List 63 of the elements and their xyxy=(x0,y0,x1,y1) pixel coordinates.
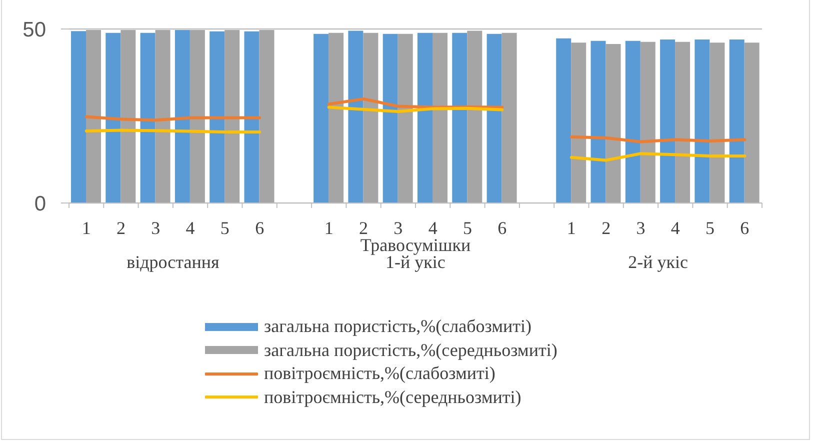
bar xyxy=(432,32,448,203)
bar xyxy=(675,42,690,203)
x-tick-label: 1 xyxy=(82,218,91,238)
x-tick-label: 2 xyxy=(116,218,126,238)
legend-label: повітроємність,%(середньозмиті) xyxy=(264,386,522,408)
bar xyxy=(556,38,572,203)
x-tick-label: 2 xyxy=(602,218,611,238)
bar xyxy=(694,39,710,203)
bar xyxy=(452,32,468,203)
bar xyxy=(120,30,136,203)
legend-label: загальна пористість,%(слабозмиті) xyxy=(264,316,532,338)
bar xyxy=(744,42,760,203)
y-tick-label: 0 xyxy=(34,192,46,216)
bar xyxy=(363,32,378,203)
bar xyxy=(418,32,432,203)
bar xyxy=(502,32,517,203)
bar xyxy=(398,34,413,203)
x-tick-label: 6 xyxy=(740,218,750,238)
x-tick-label: 5 xyxy=(706,218,715,238)
bar xyxy=(314,34,329,203)
bar xyxy=(571,42,586,203)
bar xyxy=(86,30,101,203)
x-tick-label: 5 xyxy=(462,218,472,238)
text: відростання xyxy=(126,252,220,272)
bar xyxy=(328,32,344,203)
x-axis-title: Травосумішки xyxy=(360,235,471,255)
x-tick-label: 3 xyxy=(394,218,403,238)
x-tick-label: 4 xyxy=(186,218,195,238)
bar xyxy=(244,31,260,203)
y-tick-label: 50 xyxy=(22,18,46,42)
x-tick-label: 4 xyxy=(670,218,680,238)
x-tick-label: 3 xyxy=(151,218,160,238)
bar xyxy=(259,30,274,203)
x-tick-label: 4 xyxy=(428,218,438,238)
bar xyxy=(382,34,398,203)
bar xyxy=(106,32,121,203)
bar xyxy=(348,30,364,203)
legend-label: повітроємність,%(слабозмиті) xyxy=(264,363,496,384)
bar xyxy=(190,30,205,203)
bar xyxy=(174,30,190,203)
bar xyxy=(729,39,744,203)
bar xyxy=(155,30,170,203)
bar xyxy=(224,30,240,203)
bar xyxy=(210,31,225,203)
bar xyxy=(590,40,606,203)
x-tick-label: 5 xyxy=(220,218,230,238)
x-tick-label: 6 xyxy=(255,218,264,238)
legend-label: загальна пористість,%(середньозмиті) xyxy=(264,340,558,361)
x-tick-label: 2 xyxy=(359,218,368,238)
bar xyxy=(467,30,482,203)
x-tick-label: 1 xyxy=(324,218,334,238)
x-tick-label: 3 xyxy=(636,218,646,238)
x-tick-label: 1 xyxy=(566,218,576,238)
bar xyxy=(660,39,676,203)
bar xyxy=(640,42,656,203)
bar xyxy=(140,32,156,203)
bar xyxy=(486,34,502,203)
bar xyxy=(71,31,86,203)
text: 2-й укіс xyxy=(627,252,689,272)
bar xyxy=(710,42,725,203)
x-tick-label: 6 xyxy=(498,218,507,238)
bar xyxy=(625,40,640,203)
bar xyxy=(606,44,621,203)
